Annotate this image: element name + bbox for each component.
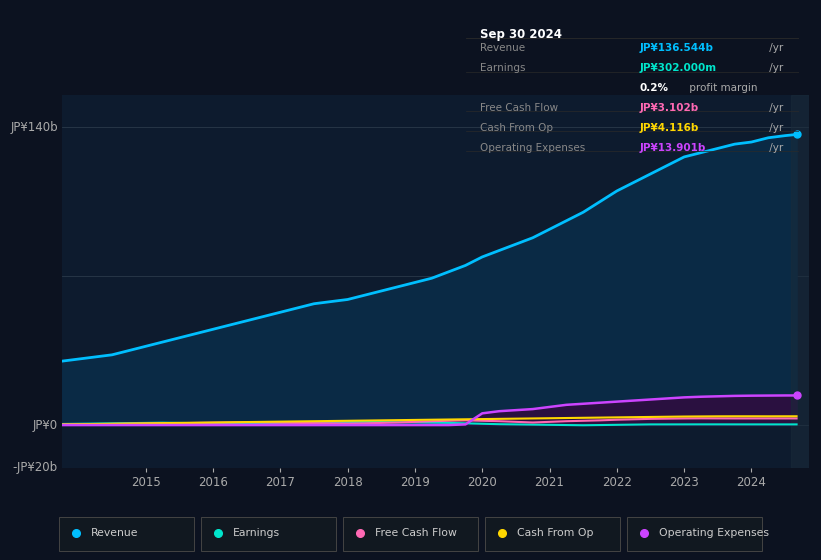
Text: JP¥140b: JP¥140b [10,120,57,134]
Text: Operating Expenses: Operating Expenses [479,143,585,153]
Text: Earnings: Earnings [233,529,280,538]
Text: JP¥4.116b: JP¥4.116b [640,123,699,133]
Text: JP¥0: JP¥0 [33,418,57,432]
Text: -JP¥20b: -JP¥20b [12,461,57,474]
Text: Earnings: Earnings [479,63,525,73]
FancyBboxPatch shape [343,517,478,551]
Text: Free Cash Flow: Free Cash Flow [375,529,456,538]
Text: JP¥3.102b: JP¥3.102b [640,103,699,113]
Text: /yr: /yr [766,63,783,73]
Text: Sep 30 2024: Sep 30 2024 [479,27,562,40]
Text: profit margin: profit margin [686,83,757,93]
Text: JP¥13.901b: JP¥13.901b [640,143,705,153]
Text: Free Cash Flow: Free Cash Flow [479,103,557,113]
Text: /yr: /yr [766,43,783,53]
FancyBboxPatch shape [485,517,620,551]
Text: Revenue: Revenue [479,43,525,53]
FancyBboxPatch shape [627,517,762,551]
FancyBboxPatch shape [59,517,194,551]
Text: /yr: /yr [766,123,783,133]
Text: Operating Expenses: Operating Expenses [659,529,769,538]
Text: Cash From Op: Cash From Op [479,123,553,133]
Bar [791,95,809,468]
Text: JP¥302.000m: JP¥302.000m [640,63,717,73]
Text: /yr: /yr [766,103,783,113]
Text: JP¥136.544b: JP¥136.544b [640,43,713,53]
Text: Cash From Op: Cash From Op [517,529,594,538]
FancyBboxPatch shape [201,517,336,551]
Text: Revenue: Revenue [91,529,139,538]
Text: 0.2%: 0.2% [640,83,668,93]
Text: /yr: /yr [766,143,783,153]
